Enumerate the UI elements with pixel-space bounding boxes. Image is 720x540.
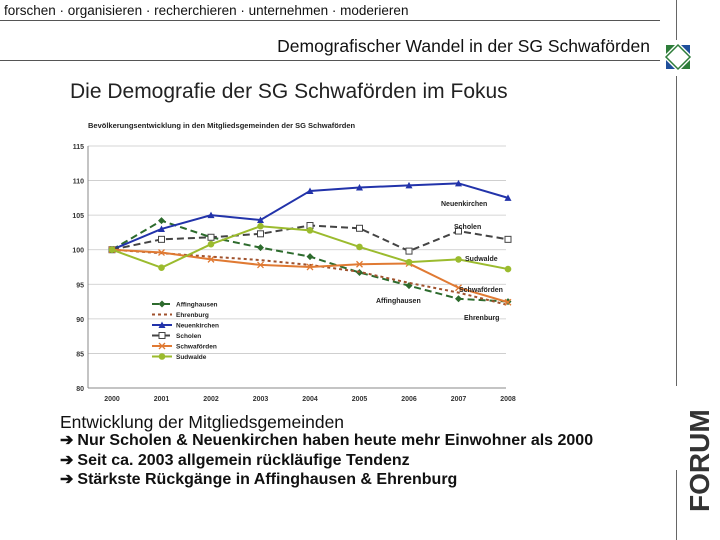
- series-scholen-point: [207, 233, 215, 241]
- forum-logo-icon: [664, 43, 692, 71]
- series-neuenkirchen-point: [306, 187, 314, 194]
- series-scholen-point: [257, 230, 264, 238]
- page-subtitle: Demografischer Wandel in der SG Schwaför…: [277, 36, 650, 56]
- series-sudwalde-point: [158, 264, 165, 271]
- annotation-label: Sudwalde: [465, 256, 498, 263]
- forum-logo-text: FORUM: [684, 409, 715, 512]
- series-affinghausen-point: [306, 253, 314, 261]
- x-tick-label: 2003: [253, 396, 269, 403]
- legend-label: Sudwalde: [176, 354, 207, 361]
- bullet-item: ➔ Seit ca. 2003 allgemein rückläufige Ten…: [60, 451, 593, 471]
- top-divider: [0, 20, 660, 21]
- series-neuenkirchen-point: [207, 211, 215, 219]
- y-tick-label: 85: [76, 351, 84, 358]
- x-tick-label: 2007: [451, 396, 467, 403]
- legend-affinghausen-point: [158, 300, 166, 308]
- right-divider-top: [676, 0, 677, 40]
- legend-label: Neuenkirchen: [176, 323, 219, 330]
- series-scholen-point: [455, 227, 462, 235]
- y-tick-label: 80: [76, 386, 84, 393]
- x-tick-label: 2004: [302, 396, 318, 403]
- x-tick-label: 2000: [104, 396, 120, 403]
- series-schwafrden-point: [158, 249, 165, 256]
- series-sudwalde-point: [455, 256, 462, 263]
- series-scholen-point: [356, 224, 363, 232]
- y-tick-label: 100: [72, 248, 84, 255]
- legend-label: Ehrenburg: [176, 312, 209, 319]
- series-neuenkirchen-point: [356, 183, 363, 191]
- tagline: forschen · organisieren · recherchieren …: [4, 3, 409, 18]
- x-tick-label: 2006: [401, 396, 417, 403]
- y-tick-label: 90: [76, 317, 84, 324]
- series-affinghausen-point: [158, 217, 165, 225]
- y-tick-label: 110: [73, 179, 84, 186]
- series-sudwalde-point: [356, 243, 363, 251]
- series-sudwalde-point: [405, 258, 413, 266]
- series-sudwalde-point: [257, 222, 264, 230]
- bullet-text: Nur Scholen & Neuenkirchen haben heute m…: [77, 432, 594, 449]
- legend-label: Scholen: [176, 333, 201, 340]
- bullet-item: ➔ Nur Scholen & Neuenkirchen haben heute …: [60, 431, 593, 451]
- series-neuenkirchen-point: [405, 181, 413, 189]
- annotation-label: Affinghausen: [376, 298, 421, 305]
- series-sudwalde-point: [207, 240, 215, 248]
- bullet-text: Stärkste Rückgänge in Affinghausen & Ehr…: [77, 471, 458, 488]
- right-divider-bottom: [676, 470, 677, 540]
- right-divider-middle: [676, 76, 677, 386]
- x-tick-label: 2002: [203, 396, 219, 403]
- bullet-list: ➔ Nur Scholen & Neuenkirchen haben heute …: [60, 431, 593, 490]
- population-line-chart: Bevölkerungsentwicklung in den Mitglieds…: [72, 121, 516, 403]
- legend-scholen-point: [158, 332, 166, 339]
- section-title: Entwicklung der Mitgliedsgemeinden: [60, 412, 345, 432]
- annotation-label: Neuenkirchen: [441, 201, 487, 208]
- series-schwafrden-point: [504, 298, 512, 306]
- series-neuenkirchen-point: [504, 194, 512, 201]
- series-sudwalde-point: [504, 265, 512, 273]
- legend-label: Affinghausen: [176, 302, 218, 309]
- y-tick-label: 115: [73, 144, 84, 151]
- series-neuenkirchen-point: [158, 225, 165, 232]
- series-neuenkirchen-point: [257, 216, 264, 223]
- legend-schwafrden-point: [158, 342, 166, 350]
- legend-label: Schwaförden: [176, 344, 217, 351]
- x-tick-label: 2008: [500, 396, 516, 403]
- series-schwafrden-point: [455, 284, 462, 292]
- right-arrow-icon: ➔: [60, 451, 74, 469]
- legend-neuenkirchen-point: [158, 321, 166, 328]
- annotation-label: Schwaförden: [459, 287, 503, 294]
- bullet-item: ➔ Stärkste Rückgänge in Affinghausen & Eh…: [60, 470, 593, 490]
- logo-text: FORUM: [684, 409, 715, 512]
- legend-sudwalde-point: [158, 353, 166, 360]
- bullet-text: Seit ca. 2003 allgemein rückläufige Tend…: [77, 451, 410, 469]
- series-schwafrden-point: [306, 263, 314, 271]
- series-affinghausen-point: [455, 295, 462, 303]
- series-neuenkirchen-point: [455, 179, 462, 187]
- series-schwafrden-point: [257, 261, 264, 269]
- series-sudwalde-point: [306, 227, 314, 234]
- right-arrow-icon: ➔: [60, 471, 74, 488]
- chart-title: Bevölkerungsentwicklung in den Mitglieds…: [88, 121, 356, 130]
- y-tick-label: 95: [76, 282, 84, 289]
- series-sudwalde-point: [108, 246, 116, 254]
- annotation-label: Scholen: [454, 224, 481, 231]
- x-tick-label: 2005: [352, 396, 368, 403]
- series-scholen-point: [158, 235, 165, 243]
- right-arrow-icon: ➔: [60, 432, 74, 449]
- series-schwafrden-point: [207, 255, 215, 263]
- series-affinghausen-point: [257, 244, 264, 252]
- series-schwafrden-point: [356, 260, 363, 268]
- annotation-label: Ehrenburg: [464, 315, 499, 322]
- series-scholen-point: [405, 247, 413, 255]
- series-scholen-point: [504, 235, 512, 243]
- y-tick-label: 105: [72, 213, 84, 220]
- x-tick-label: 2001: [154, 396, 170, 403]
- subtitle-divider: [0, 60, 660, 61]
- page-title: Die Demografie der SG Schwaförden im Fok…: [70, 80, 508, 103]
